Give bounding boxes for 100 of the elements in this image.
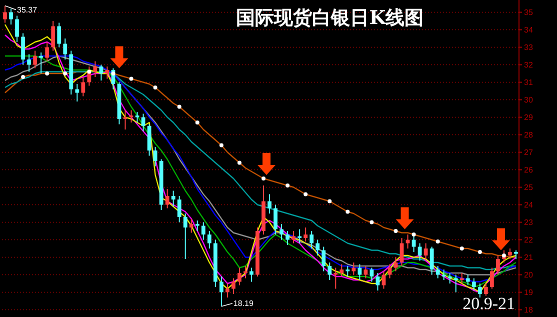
candlestick <box>21 32 25 66</box>
candlestick <box>394 256 398 272</box>
candlestick <box>153 146 158 167</box>
point <box>328 199 332 204</box>
candlestick <box>328 262 332 280</box>
candlestick <box>183 213 188 260</box>
y-tick-label: 20 <box>524 270 534 280</box>
y-tick-label: 23 <box>524 218 534 228</box>
candlestick <box>370 267 374 282</box>
candlestick <box>322 246 326 272</box>
y-tick-label: 33 <box>524 43 534 52</box>
y-tick-label: 29 <box>524 113 534 122</box>
y-tick-label: 18 <box>524 306 534 315</box>
candlestick <box>33 50 38 69</box>
candlestick <box>304 227 308 242</box>
point <box>111 72 116 76</box>
candlestick <box>364 266 368 279</box>
candlestick <box>189 218 194 234</box>
candlestick <box>352 262 356 276</box>
candlestick <box>478 283 482 298</box>
candlestick <box>466 274 470 286</box>
candlestick <box>135 112 140 123</box>
y-tick-label: 22 <box>524 236 534 245</box>
candlestick <box>51 20 56 52</box>
point <box>45 72 50 76</box>
candlestick <box>207 230 212 249</box>
candlestick <box>340 264 344 277</box>
candlestick <box>15 15 19 42</box>
y-tick-label: 25 <box>524 183 534 192</box>
y-tick-label: 31 <box>524 78 534 88</box>
point <box>436 240 440 244</box>
y-tick-label: 28 <box>524 130 534 140</box>
candlestick <box>430 246 434 276</box>
candlestick <box>201 222 206 240</box>
candlestick <box>316 239 320 256</box>
candlestick <box>334 267 338 290</box>
chart-title: 国际现货白银日K线图 <box>236 7 424 29</box>
candlestick <box>490 267 494 290</box>
candlestick <box>81 76 86 97</box>
point <box>21 75 26 79</box>
y-tick-label: 24 <box>524 200 534 210</box>
candlestick <box>292 230 296 244</box>
annotation: 18.19 <box>233 299 254 308</box>
candlestick <box>448 272 452 284</box>
candlestick <box>129 110 134 123</box>
candlestick <box>225 283 230 298</box>
point <box>129 76 134 81</box>
point <box>237 160 242 165</box>
candlestick <box>27 54 32 72</box>
candlestick <box>165 188 170 209</box>
point <box>87 70 92 74</box>
point <box>478 250 482 254</box>
candlestick <box>99 64 104 81</box>
candlestick <box>105 66 110 80</box>
candlestick <box>280 224 284 240</box>
candlestick <box>171 190 176 207</box>
y-tick-label: 27 <box>524 148 534 158</box>
y-tick-label: 35 <box>524 8 534 18</box>
point <box>262 176 266 180</box>
candlestick <box>496 255 500 276</box>
candlestick <box>250 267 254 282</box>
candlestick <box>358 264 362 280</box>
point <box>219 143 224 148</box>
candlestick <box>231 278 236 294</box>
candlestick <box>376 272 380 291</box>
candlestick <box>93 60 98 78</box>
point <box>286 184 290 188</box>
candlestick <box>219 276 224 307</box>
annotation: 35.37 <box>17 6 38 15</box>
candlestick <box>508 248 512 260</box>
point <box>63 72 68 76</box>
candlestick <box>195 220 200 232</box>
candlestick <box>9 8 13 25</box>
candlestick <box>3 5 7 24</box>
candlestick <box>75 84 80 102</box>
y-tick-label: 26 <box>524 166 534 175</box>
annotation: 20.9-21 <box>462 294 515 313</box>
y-tick-label: 21 <box>524 253 534 262</box>
candlestick <box>484 283 488 296</box>
candlestick <box>238 267 242 286</box>
point <box>177 104 182 109</box>
candlestick <box>45 42 50 62</box>
point <box>394 229 398 233</box>
candlestick <box>177 196 182 223</box>
y-tick-label: 19 <box>524 288 534 298</box>
point <box>412 232 416 236</box>
candlestick <box>268 194 272 214</box>
point <box>304 192 308 196</box>
y-tick-label: 30 <box>524 96 534 105</box>
candlestick <box>472 278 476 291</box>
candlestick <box>388 264 392 279</box>
candlestick <box>310 230 314 249</box>
point <box>460 246 464 250</box>
candlestick <box>346 266 350 277</box>
point <box>346 210 350 214</box>
candlestick <box>382 270 386 290</box>
candlestick <box>39 52 44 74</box>
point <box>370 220 374 224</box>
candlestick <box>274 204 278 235</box>
y-tick-label: 32 <box>524 60 534 70</box>
